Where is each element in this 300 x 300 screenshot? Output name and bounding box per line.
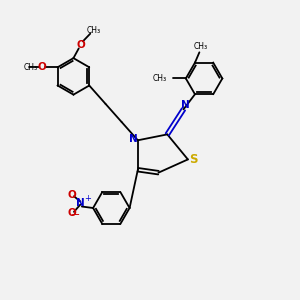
Text: CH₃: CH₃ <box>23 63 37 72</box>
Text: N: N <box>76 198 85 208</box>
Text: O: O <box>68 190 76 200</box>
Text: +: + <box>84 194 91 203</box>
Text: N: N <box>181 100 189 110</box>
Text: −: − <box>71 210 81 220</box>
Text: O: O <box>37 62 46 72</box>
Text: CH₃: CH₃ <box>194 42 208 51</box>
Text: CH₃: CH₃ <box>87 26 101 35</box>
Text: S: S <box>189 153 197 166</box>
Text: CH₃: CH₃ <box>153 74 167 83</box>
Text: O: O <box>76 40 85 50</box>
Text: N: N <box>129 134 138 144</box>
Text: O: O <box>68 208 76 218</box>
